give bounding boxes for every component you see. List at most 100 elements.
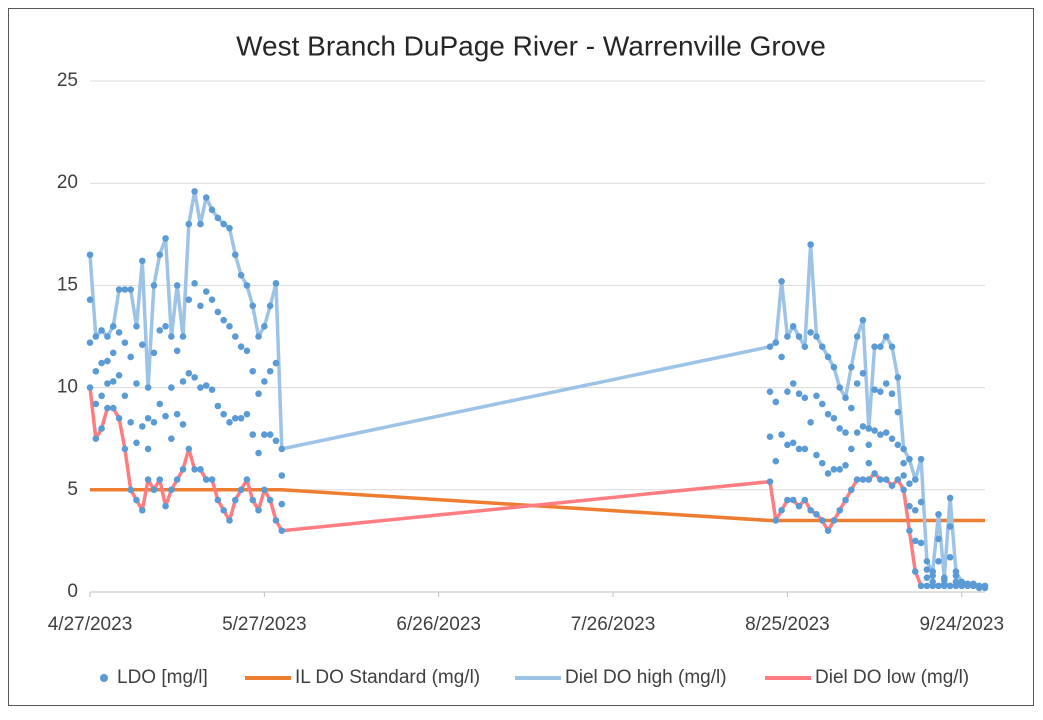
- data-point: [813, 392, 820, 400]
- data-point: [818, 400, 826, 408]
- data-point: [818, 343, 826, 351]
- data-point: [272, 359, 280, 367]
- data-point: [139, 423, 146, 430]
- data-point: [830, 363, 838, 371]
- data-point: [214, 308, 222, 316]
- data-point: [842, 429, 849, 436]
- data-point: [220, 220, 227, 228]
- data-point: [865, 459, 873, 467]
- data-point: [981, 584, 989, 592]
- data-point: [789, 439, 797, 447]
- data-point: [824, 353, 832, 361]
- data-point: [830, 414, 838, 422]
- data-point: [830, 466, 838, 473]
- data-point: [923, 582, 931, 590]
- data-point: [168, 384, 175, 391]
- data-point: [766, 388, 774, 395]
- data-point: [848, 445, 855, 453]
- data-point: [882, 476, 890, 483]
- data-point: [197, 384, 204, 391]
- data-point: [127, 286, 134, 293]
- data-point: [202, 476, 210, 483]
- data-point: [255, 506, 262, 514]
- data-point: [243, 347, 251, 355]
- data-point: [894, 408, 902, 416]
- data-point: [807, 419, 814, 426]
- data-point: [197, 220, 204, 228]
- data-point: [882, 429, 890, 436]
- data-point: [243, 282, 251, 289]
- data-point: [842, 461, 849, 469]
- y-tick-label: 10: [57, 377, 78, 398]
- data-point: [115, 414, 123, 422]
- data-point: [853, 333, 861, 340]
- data-point: [121, 286, 129, 293]
- data-point: [261, 431, 268, 438]
- data-point: [226, 224, 233, 232]
- data-point: [266, 367, 274, 375]
- legend-label: IL DO Standard (mg/l): [295, 667, 480, 688]
- chart-border: [8, 8, 1034, 706]
- data-point: [935, 511, 942, 518]
- data-point: [243, 476, 251, 483]
- data-point: [144, 384, 152, 391]
- data-point: [266, 302, 274, 310]
- data-point: [92, 400, 100, 408]
- data-point: [127, 486, 134, 494]
- data-point: [877, 388, 884, 395]
- data-point: [121, 445, 129, 453]
- data-point: [801, 445, 809, 453]
- data-point: [888, 482, 896, 490]
- data-point: [261, 322, 268, 330]
- data-point: [853, 429, 861, 436]
- data-point: [115, 286, 123, 293]
- data-point: [882, 380, 890, 387]
- data-point: [214, 496, 222, 504]
- data-point: [836, 466, 844, 473]
- chart-title: West Branch DuPage River - Warrenville G…: [236, 30, 826, 61]
- data-point: [115, 372, 123, 379]
- data-point: [871, 470, 878, 477]
- data-point: [226, 322, 233, 330]
- data-point: [836, 425, 844, 432]
- data-point: [92, 435, 100, 443]
- data-point: [917, 455, 925, 463]
- data-point: [98, 392, 105, 400]
- data-point: [237, 343, 245, 351]
- data-point: [156, 476, 164, 483]
- data-point: [191, 188, 198, 195]
- data-point: [946, 553, 954, 561]
- data-point: [900, 459, 907, 467]
- data-point: [214, 402, 222, 410]
- data-point: [923, 558, 931, 565]
- data-point: [848, 486, 855, 494]
- data-point: [772, 517, 780, 524]
- data-point: [929, 582, 936, 590]
- data-point: [179, 333, 187, 340]
- data-point: [865, 441, 873, 449]
- data-point: [946, 582, 954, 590]
- data-point: [243, 410, 251, 418]
- data-point: [162, 412, 169, 420]
- data-point: [208, 206, 216, 214]
- data-point: [162, 502, 169, 510]
- data-point: [272, 280, 280, 287]
- data-point: [911, 506, 919, 514]
- data-point: [795, 445, 803, 453]
- data-point: [173, 282, 181, 289]
- data-point: [109, 322, 117, 330]
- data-point: [807, 506, 814, 514]
- data-point: [929, 572, 936, 579]
- legend-label: Diel DO high (mg/l): [565, 667, 727, 688]
- data-point: [272, 517, 280, 524]
- data-point: [877, 431, 884, 438]
- data-point: [150, 419, 158, 426]
- data-point: [121, 392, 129, 400]
- data-point: [818, 517, 826, 524]
- x-tick-label: 8/25/2023: [745, 614, 830, 635]
- data-point: [104, 404, 111, 412]
- data-point: [231, 333, 239, 340]
- data-point: [906, 527, 913, 534]
- data-point: [98, 359, 105, 367]
